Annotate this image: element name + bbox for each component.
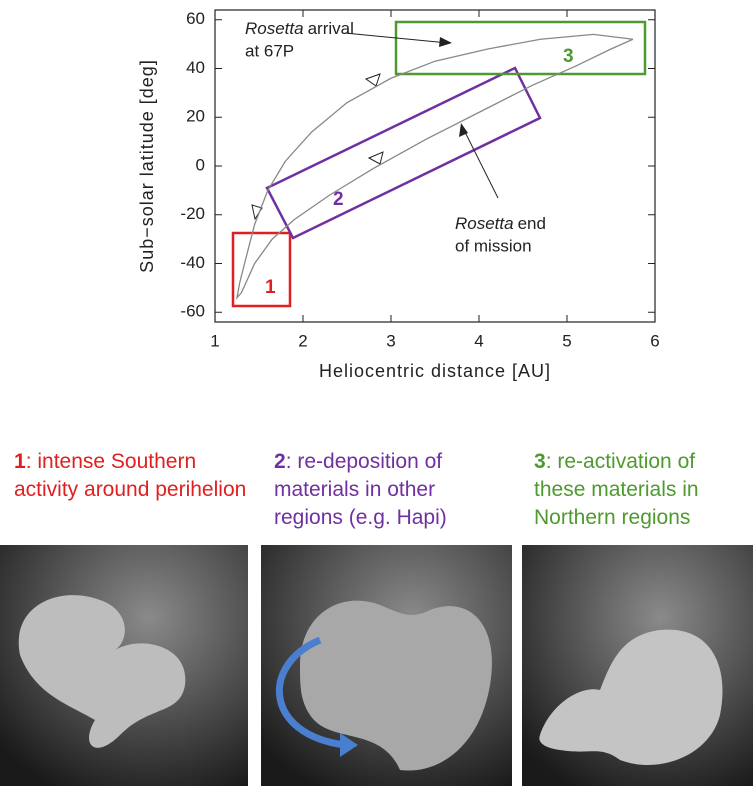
region-box bbox=[231, 231, 292, 308]
region-box bbox=[265, 66, 542, 240]
y-tick-label: 20 bbox=[186, 107, 205, 126]
annotation-arrowhead bbox=[459, 123, 468, 137]
x-tick-label: 5 bbox=[562, 331, 571, 350]
x-tick-label: 1 bbox=[210, 331, 219, 350]
y-tick-label: -40 bbox=[180, 253, 205, 272]
comet bbox=[539, 629, 723, 765]
chart: Heliocentric distance [AU] Sub−solar lat… bbox=[137, 9, 660, 381]
rotation-arrow bbox=[275, 636, 346, 749]
comet-images bbox=[0, 545, 753, 786]
caption-text: : re-activation of these materials in No… bbox=[534, 450, 699, 529]
comet bbox=[18, 595, 186, 748]
annotation-text: arrival bbox=[308, 19, 354, 38]
x-tick-label: 2 bbox=[298, 331, 307, 350]
caption-number: 3 bbox=[534, 450, 546, 473]
annotation: at 67P bbox=[245, 41, 294, 60]
y-tick-label: 60 bbox=[186, 9, 205, 28]
annotation-arrow bbox=[462, 127, 499, 199]
caption-text: : re-deposition of materials in other re… bbox=[274, 450, 447, 529]
annotation-arrowhead bbox=[439, 37, 452, 47]
region-label: 2 bbox=[333, 189, 344, 210]
region-label: 3 bbox=[563, 46, 574, 67]
x-tick-label: 3 bbox=[386, 331, 395, 350]
caption: 2: re-deposition of materials in other r… bbox=[274, 448, 504, 532]
annotation: of mission bbox=[455, 236, 532, 255]
annotation: Rosetta arrival bbox=[245, 19, 354, 38]
caption-number: 1 bbox=[14, 450, 26, 473]
y-axis-label: Sub−solar latitude [deg] bbox=[137, 59, 157, 273]
y-tick-label: -60 bbox=[180, 302, 205, 321]
region-box bbox=[394, 20, 647, 76]
x-tick-label: 4 bbox=[474, 331, 483, 350]
x-axis-label: Heliocentric distance [AU] bbox=[319, 361, 551, 381]
caption-text: : intense Southern activity around perih… bbox=[14, 450, 247, 501]
trajectory bbox=[235, 33, 634, 300]
annotation-text: end bbox=[518, 214, 546, 233]
direction-marker bbox=[367, 151, 384, 165]
caption: 1: intense Southern activity around peri… bbox=[14, 448, 249, 504]
rotation-arrowhead bbox=[340, 733, 358, 757]
comet bbox=[300, 600, 492, 771]
caption-number: 2 bbox=[274, 450, 286, 473]
y-tick-label: 40 bbox=[186, 58, 205, 77]
annotation-arrow bbox=[344, 32, 449, 44]
annotation-emphasis: Rosetta bbox=[455, 214, 514, 233]
x-tick-label: 6 bbox=[650, 331, 659, 350]
direction-marker bbox=[364, 73, 381, 87]
caption: 3: re-activation of these materials in N… bbox=[534, 448, 749, 532]
annotation-emphasis: Rosetta bbox=[245, 19, 304, 38]
y-tick-label: 0 bbox=[196, 155, 205, 174]
annotation: Rosetta end bbox=[455, 214, 546, 233]
region-label: 1 bbox=[265, 277, 276, 298]
y-tick-label: -20 bbox=[180, 204, 205, 223]
